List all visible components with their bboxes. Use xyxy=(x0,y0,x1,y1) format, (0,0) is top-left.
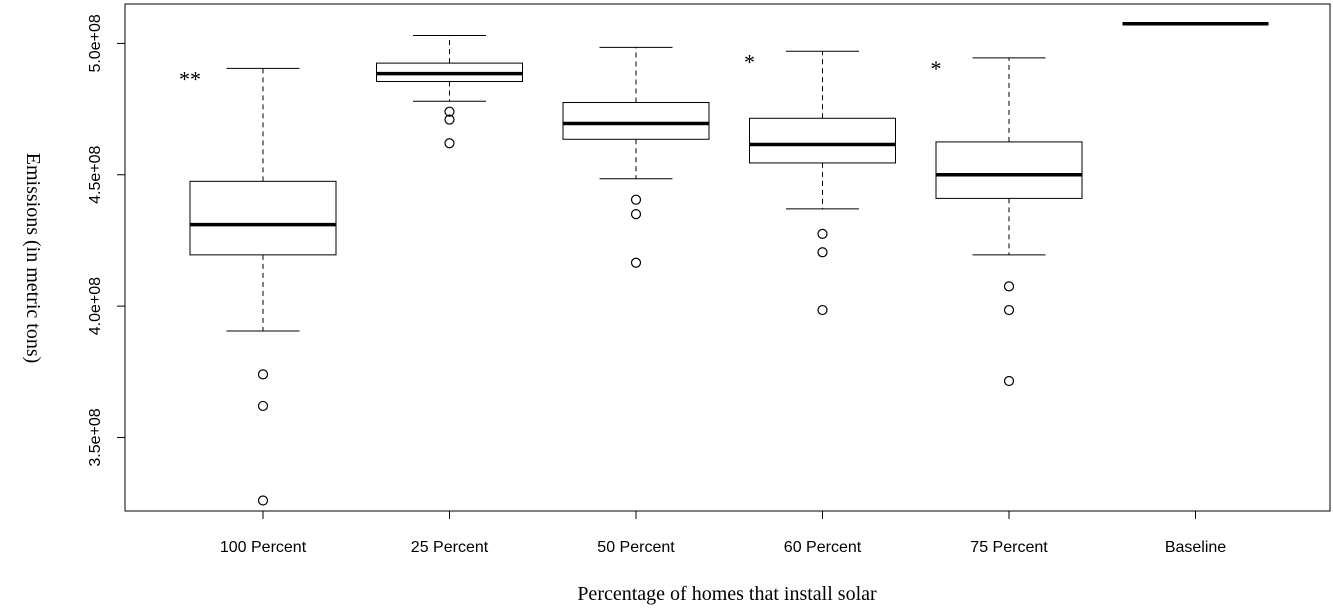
iqr-box xyxy=(562,102,710,140)
box-25-percent xyxy=(376,35,523,149)
iqr-box xyxy=(935,141,1083,199)
plot-frame xyxy=(124,3,1331,512)
outlier-point xyxy=(257,400,269,412)
outlier-point xyxy=(630,257,642,268)
outlier-point xyxy=(817,304,828,316)
outlier-point xyxy=(257,369,269,380)
outlier-point xyxy=(1003,281,1015,292)
y-tick-label: 3.5e+08 xyxy=(87,408,104,466)
x-tick-label: Baseline xyxy=(1165,539,1226,556)
x-tick-label: 60 Percent xyxy=(784,539,862,556)
outlier-point xyxy=(817,247,828,258)
outlier-point xyxy=(444,114,455,125)
x-tick-label: 100 Percent xyxy=(220,539,307,556)
x-axis-label: Percentage of homes that install solar xyxy=(577,583,877,605)
outlier-point xyxy=(630,194,642,205)
box-60-percent: * xyxy=(744,49,896,316)
x-axis: 100 Percent 25 Percent 50 Percent 60 Percen… xyxy=(220,510,1226,556)
outlier-point xyxy=(444,138,455,149)
box-50-percent xyxy=(562,46,710,268)
x-tick-label: 75 Percent xyxy=(970,539,1048,556)
outlier-point xyxy=(817,228,828,239)
y-axis: 3.5e+08 4.0e+08 4.5e+08 5.0e+08 xyxy=(87,14,126,467)
iqr-box xyxy=(749,117,896,164)
x-tick-label: 50 Percent xyxy=(597,539,675,556)
outlier-point xyxy=(257,495,269,506)
significance-annotation: ** xyxy=(179,66,201,91)
x-tick-label: 25 Percent xyxy=(411,539,489,556)
y-axis-label: Emissions (in metric tons) xyxy=(22,153,44,364)
significance-annotation: * xyxy=(744,49,755,74)
y-tick-label: 5.0e+08 xyxy=(87,14,104,72)
significance-annotation: * xyxy=(931,56,942,81)
boxes: *** * xyxy=(179,21,1269,506)
box-75-percent: * xyxy=(931,56,1083,387)
iqr-box xyxy=(189,180,337,256)
outlier-point xyxy=(444,106,455,117)
y-tick-label: 4.5e+08 xyxy=(87,146,104,204)
box-100-percent: ** xyxy=(179,66,337,506)
y-tick-label: 4.0e+08 xyxy=(87,277,104,335)
outlier-point xyxy=(1003,304,1015,316)
outlier-point xyxy=(1003,375,1015,387)
outlier-point xyxy=(630,209,642,220)
